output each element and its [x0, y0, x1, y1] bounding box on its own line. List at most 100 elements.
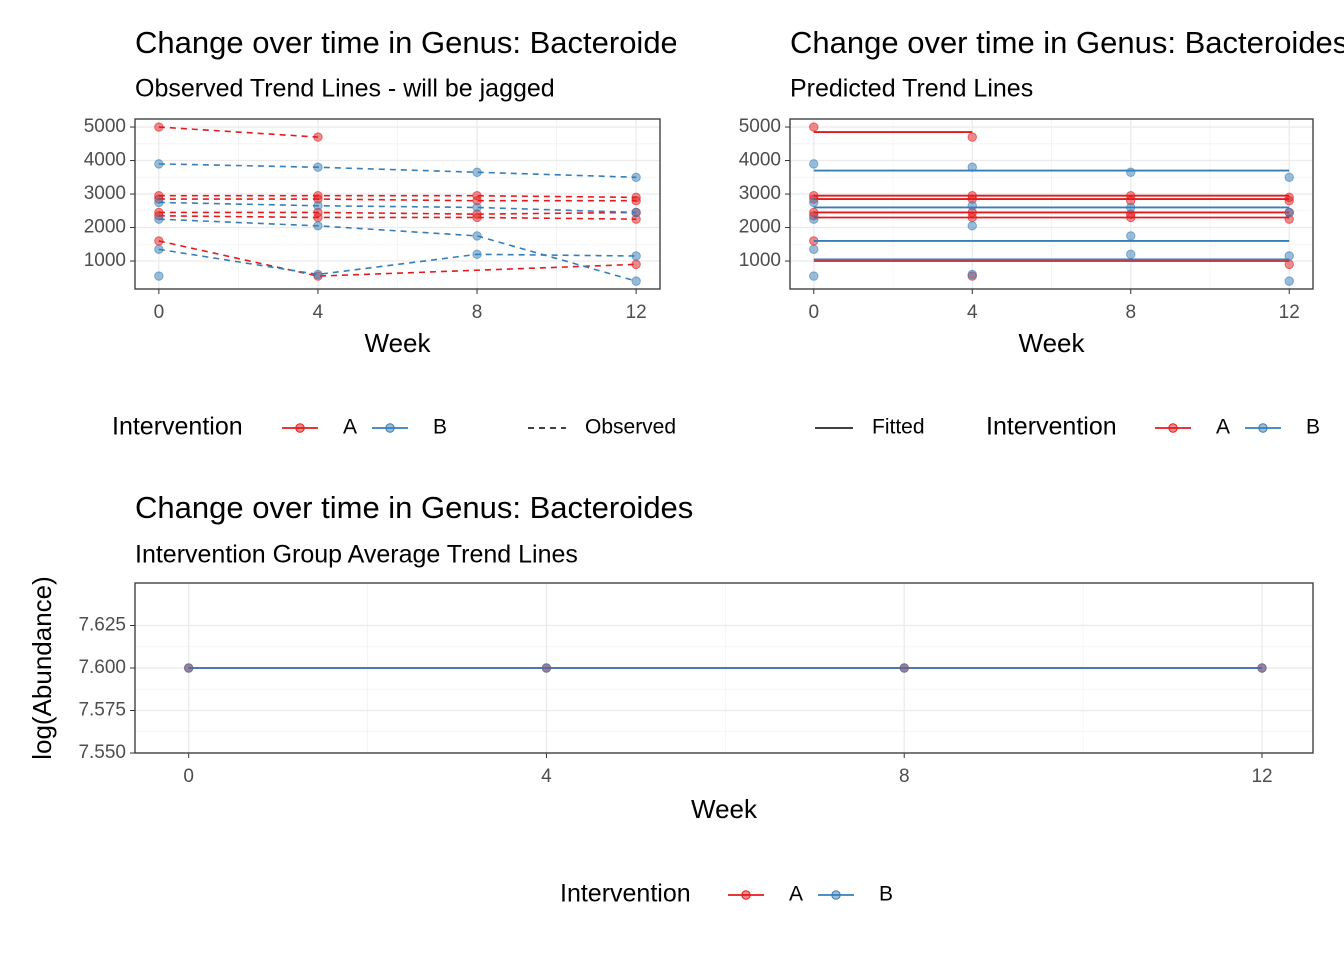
- data-point: [313, 269, 323, 280]
- y-tick-label: 4000: [84, 150, 126, 171]
- y-tick-label: 4000: [739, 150, 781, 171]
- legend-title: Intervention: [986, 413, 1117, 441]
- legend-label: B: [879, 883, 893, 906]
- trend-line: [158, 194, 637, 199]
- x-axis-label: Week: [1019, 328, 1086, 358]
- legend-label: A: [789, 883, 803, 906]
- y-tick-label: 5000: [84, 116, 126, 137]
- plot-border: [134, 118, 661, 290]
- legend-title: Intervention: [560, 880, 691, 908]
- data-point: [183, 663, 194, 673]
- data-point: [154, 122, 164, 132]
- legend-label: Fitted: [872, 416, 925, 439]
- trend-line: [158, 198, 637, 202]
- trend-line: [158, 211, 637, 215]
- trend-line: [158, 201, 637, 214]
- data-point: [154, 236, 164, 246]
- legend-key-point: [1258, 423, 1268, 433]
- legend-label: B: [433, 416, 447, 439]
- y-tick-label: 7.575: [78, 700, 126, 721]
- legend-title: Intervention: [112, 413, 243, 441]
- chart-title: Change over time in Genus: Bacteroides: [135, 25, 693, 60]
- data-point: [1284, 276, 1294, 286]
- x-tick-label: 12: [1279, 302, 1300, 323]
- data-point: [1284, 259, 1294, 270]
- data-point: [967, 269, 977, 280]
- y-tick-label: 2000: [84, 217, 126, 238]
- data-point: [1126, 212, 1136, 223]
- trend-line: [158, 240, 637, 277]
- data-point: [809, 244, 819, 255]
- y-tick-label: 3000: [84, 183, 126, 204]
- chart-subtitle: Intervention Group Average Trend Lines: [135, 541, 578, 569]
- data-point: [809, 197, 819, 208]
- data-point: [809, 214, 819, 224]
- data-point: [154, 244, 164, 255]
- data-point: [1126, 202, 1136, 213]
- chart-title: Change over time in Genus: Bacteroides: [790, 25, 1344, 60]
- data-point: [313, 201, 323, 211]
- panel: Change over time in Genus: Bacteroides Ob…: [84, 25, 693, 441]
- data-point: [967, 212, 977, 223]
- y-tick-label: 7.550: [78, 742, 126, 763]
- legend-label: Observed: [585, 416, 676, 439]
- data-point: [541, 663, 552, 673]
- legend-key-point: [1168, 423, 1178, 433]
- legend-key-point: [741, 890, 751, 900]
- chart-subtitle: Observed Trend Lines - will be jagged: [135, 75, 555, 103]
- y-tick-label: 7.625: [78, 615, 126, 636]
- x-tick-label: 12: [1251, 766, 1272, 787]
- data-point: [1126, 167, 1136, 177]
- legend-key-point: [295, 423, 305, 433]
- data-point: [472, 167, 482, 177]
- data-point: [809, 159, 819, 169]
- data-point: [631, 276, 641, 286]
- x-tick-label: 4: [313, 302, 324, 323]
- x-tick-label: 12: [626, 302, 647, 323]
- chart-subtitle: Predicted Trend Lines: [790, 75, 1033, 103]
- data-point: [809, 122, 819, 132]
- data-point: [472, 231, 482, 241]
- x-tick-label: 4: [541, 766, 552, 787]
- data-point: [967, 201, 977, 211]
- data-point: [472, 212, 482, 223]
- x-tick-label: 0: [154, 302, 165, 323]
- legend-label: B: [1306, 416, 1320, 439]
- data-point: [1126, 231, 1136, 241]
- chart-title: Change over time in Genus: Bacteroides: [135, 490, 693, 525]
- data-point: [154, 197, 164, 208]
- legend-key-point: [385, 423, 395, 433]
- y-tick-label: 7.600: [78, 657, 126, 678]
- x-tick-label: 8: [899, 766, 910, 787]
- data-point: [631, 207, 641, 218]
- trend-line: [158, 215, 637, 220]
- data-point: [1284, 172, 1294, 182]
- data-point: [1284, 207, 1294, 218]
- y-tick-label: 1000: [84, 250, 126, 271]
- data-point: [899, 663, 909, 673]
- data-point: [313, 132, 323, 142]
- trend-line: [158, 163, 637, 179]
- y-axis-label: log(Abundance): [27, 576, 57, 760]
- data-point: [967, 221, 977, 231]
- data-point: [1126, 249, 1136, 260]
- data-point: [967, 162, 977, 172]
- data-point: [313, 162, 323, 172]
- trend-line: [158, 218, 637, 282]
- x-tick-label: 0: [808, 302, 819, 323]
- data-point: [154, 159, 164, 169]
- panel: Change over time in Genus: Bacteroides Pr…: [739, 25, 1344, 440]
- x-tick-label: 4: [967, 302, 978, 323]
- y-tick-label: 5000: [739, 116, 781, 137]
- data-point: [809, 271, 819, 281]
- data-point: [631, 196, 641, 206]
- data-point: [1284, 251, 1294, 261]
- panel: Change over time in Genus: Bacteroides In…: [27, 490, 1314, 908]
- data-point: [1257, 663, 1267, 673]
- legend-label: A: [343, 416, 357, 439]
- data-point: [154, 214, 164, 224]
- data-point: [313, 221, 323, 231]
- data-point: [631, 251, 641, 261]
- y-tick-label: 2000: [739, 217, 781, 238]
